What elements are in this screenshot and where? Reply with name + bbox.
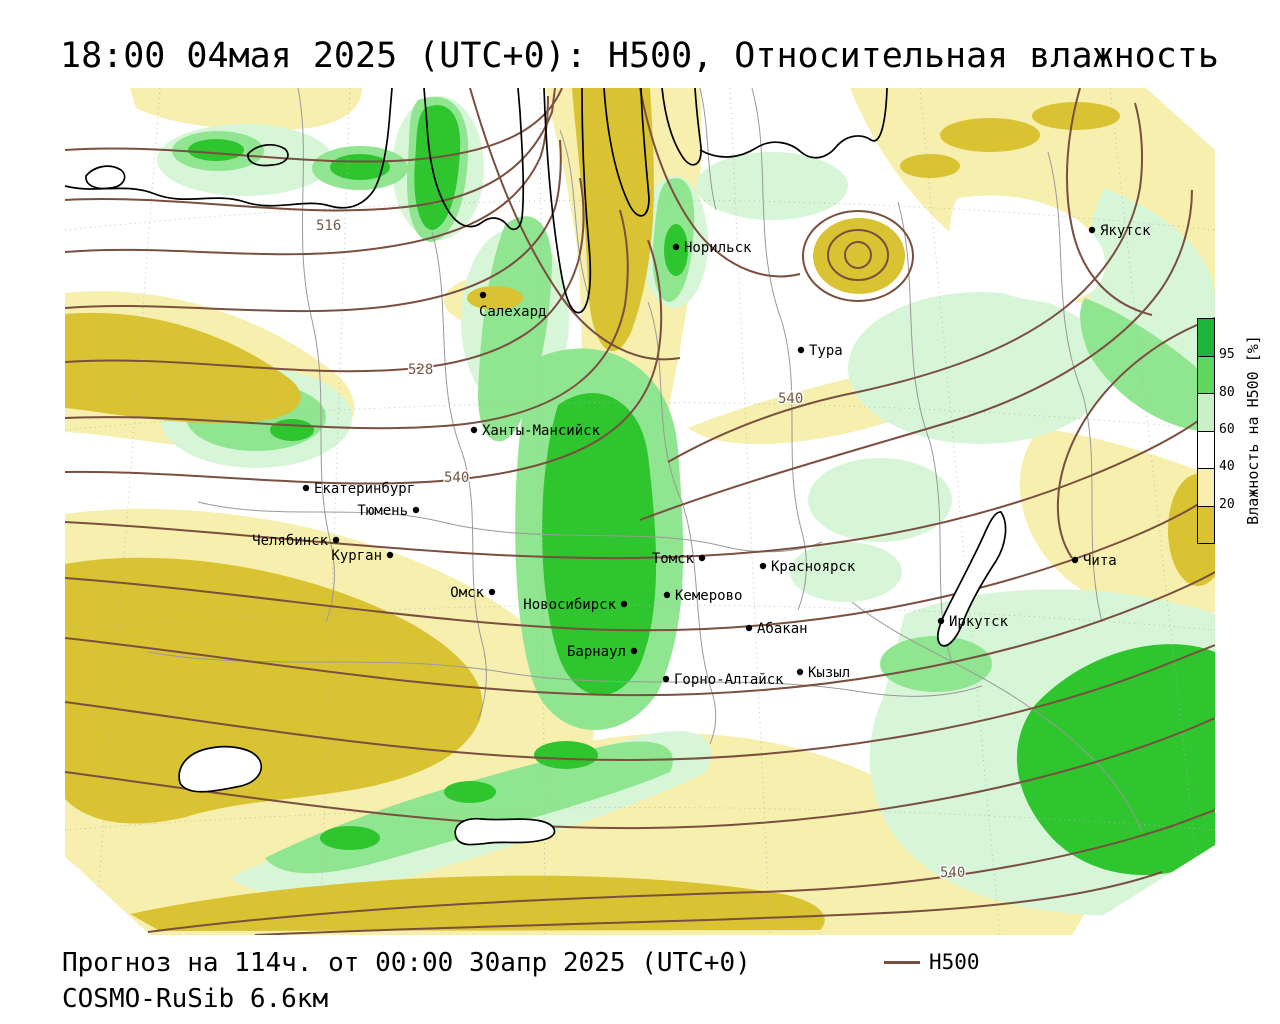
colorbar-segment: [1198, 356, 1214, 394]
legend-label: H500: [929, 950, 980, 974]
city-dot: [698, 554, 706, 562]
city-marker: Норильск: [672, 240, 752, 256]
city-dot: [332, 536, 340, 544]
colorbar-segment: [1198, 431, 1214, 469]
cities: Норильск Якутск Салехард Тура Ханты-Мансийск…: [252, 223, 1151, 688]
city-marker: Омск: [450, 585, 496, 601]
city-dot: [488, 588, 496, 596]
city-label: Ханты-Мансийск: [482, 423, 601, 439]
colorbar-tick: 95: [1219, 347, 1235, 363]
city-marker: Кызыл: [796, 665, 850, 681]
colorbar-segment: [1198, 394, 1214, 432]
city-marker: Ханты-Мансийск: [470, 423, 601, 439]
city-dot: [745, 624, 753, 632]
city-dot: [663, 591, 671, 599]
city-dot: [630, 647, 638, 655]
city-label: Абакан: [757, 621, 808, 637]
city-marker: Новосибирск: [523, 597, 628, 613]
city-label: Иркутск: [949, 614, 1009, 630]
city-dot: [796, 668, 804, 676]
city-dot: [1088, 226, 1096, 234]
city-marker: Тура: [797, 343, 843, 359]
city-label: Красноярск: [771, 559, 856, 575]
city-dot: [386, 551, 394, 559]
city-dot: [662, 675, 670, 683]
city-dot: [1071, 556, 1079, 564]
city-label: Тура: [809, 343, 843, 359]
city-label: Барнаул: [567, 644, 626, 660]
city-dot: [412, 506, 420, 514]
city-marker: Екатеринбург: [302, 481, 415, 497]
city-label: Тюмень: [357, 503, 408, 519]
colorbar-tick: 40: [1219, 459, 1235, 475]
city-label: Томск: [652, 551, 695, 567]
forecast-info: Прогноз на 114ч. от 00:00 30апр 2025 (UT…: [62, 948, 751, 978]
contour-label: 528: [408, 362, 433, 378]
city-dot: [759, 562, 767, 570]
city-dot: [479, 291, 487, 299]
city-marker: Курган: [331, 548, 394, 564]
colorbar-segment: [1198, 469, 1214, 507]
city-marker: Кемерово: [663, 588, 742, 604]
city-dot: [937, 617, 945, 625]
city-label: Якутск: [1100, 223, 1151, 239]
contour-label: 516: [316, 218, 341, 234]
city-dot: [620, 600, 628, 608]
city-dot: [470, 426, 478, 434]
city-label: Курган: [331, 548, 382, 564]
city-marker: Якутск: [1088, 223, 1151, 239]
city-marker: Абакан: [745, 621, 808, 637]
city-marker: Чита: [1071, 553, 1117, 569]
lake-baikal: [936, 511, 1007, 647]
graticule: [65, 88, 1215, 935]
colorbar-tick: 20: [1219, 496, 1235, 512]
humidity-colorbar: [1197, 318, 1215, 544]
contour-label: 540: [444, 470, 469, 486]
colorbar-axis-label: Влажность на H500 [%]: [1244, 335, 1262, 525]
contour-label: 540: [940, 865, 965, 881]
admin-boundaries: [147, 88, 1143, 833]
city-label: Челябинск: [252, 533, 328, 549]
city-dot: [672, 243, 680, 251]
colorbar-segment: [1198, 506, 1214, 543]
city-marker: Челябинск: [252, 533, 340, 549]
city-marker: Тюмень: [357, 503, 420, 519]
city-label: Кызыл: [808, 665, 850, 681]
city-dot: [302, 484, 310, 492]
city-label: Екатеринбург: [314, 481, 415, 497]
city-label: Омск: [450, 585, 484, 601]
city-marker: Салехард: [479, 291, 546, 320]
model-info: COSMO-RuSib 6.6км: [62, 984, 329, 1014]
city-label: Салехард: [479, 304, 546, 320]
contour-legend: H500: [884, 950, 980, 974]
city-marker: Красноярск: [759, 559, 856, 575]
contour-label: 540: [778, 391, 803, 407]
city-marker: Барнаул: [567, 644, 638, 660]
city-dot: [797, 346, 805, 354]
city-label: Чита: [1083, 553, 1117, 569]
h500-line-sample: [884, 960, 920, 964]
colorbar-ticks: 95 80 60 40 20: [1219, 318, 1253, 542]
city-label: Горно-Алтайск: [674, 672, 784, 688]
colorbar-segment: [1198, 319, 1214, 357]
city-marker: Томск: [652, 551, 706, 567]
lake-southwest: [178, 745, 263, 793]
city-label: Новосибирск: [523, 597, 616, 613]
page-title: 18:00 04мая 2025 (UTC+0): H500, Относите…: [60, 36, 1219, 76]
city-marker: Иркутск: [937, 614, 1009, 630]
colorbar-tick: 60: [1219, 422, 1235, 437]
colorbar-tick: 80: [1219, 384, 1235, 400]
lake-south: [454, 817, 556, 846]
city-marker: Горно-Алтайск: [662, 672, 784, 688]
coastline: [65, 88, 1007, 846]
city-label: Норильск: [684, 240, 752, 256]
contour-labels: 516 528 540 540 540: [315, 217, 967, 883]
city-label: Кемерово: [675, 588, 742, 604]
